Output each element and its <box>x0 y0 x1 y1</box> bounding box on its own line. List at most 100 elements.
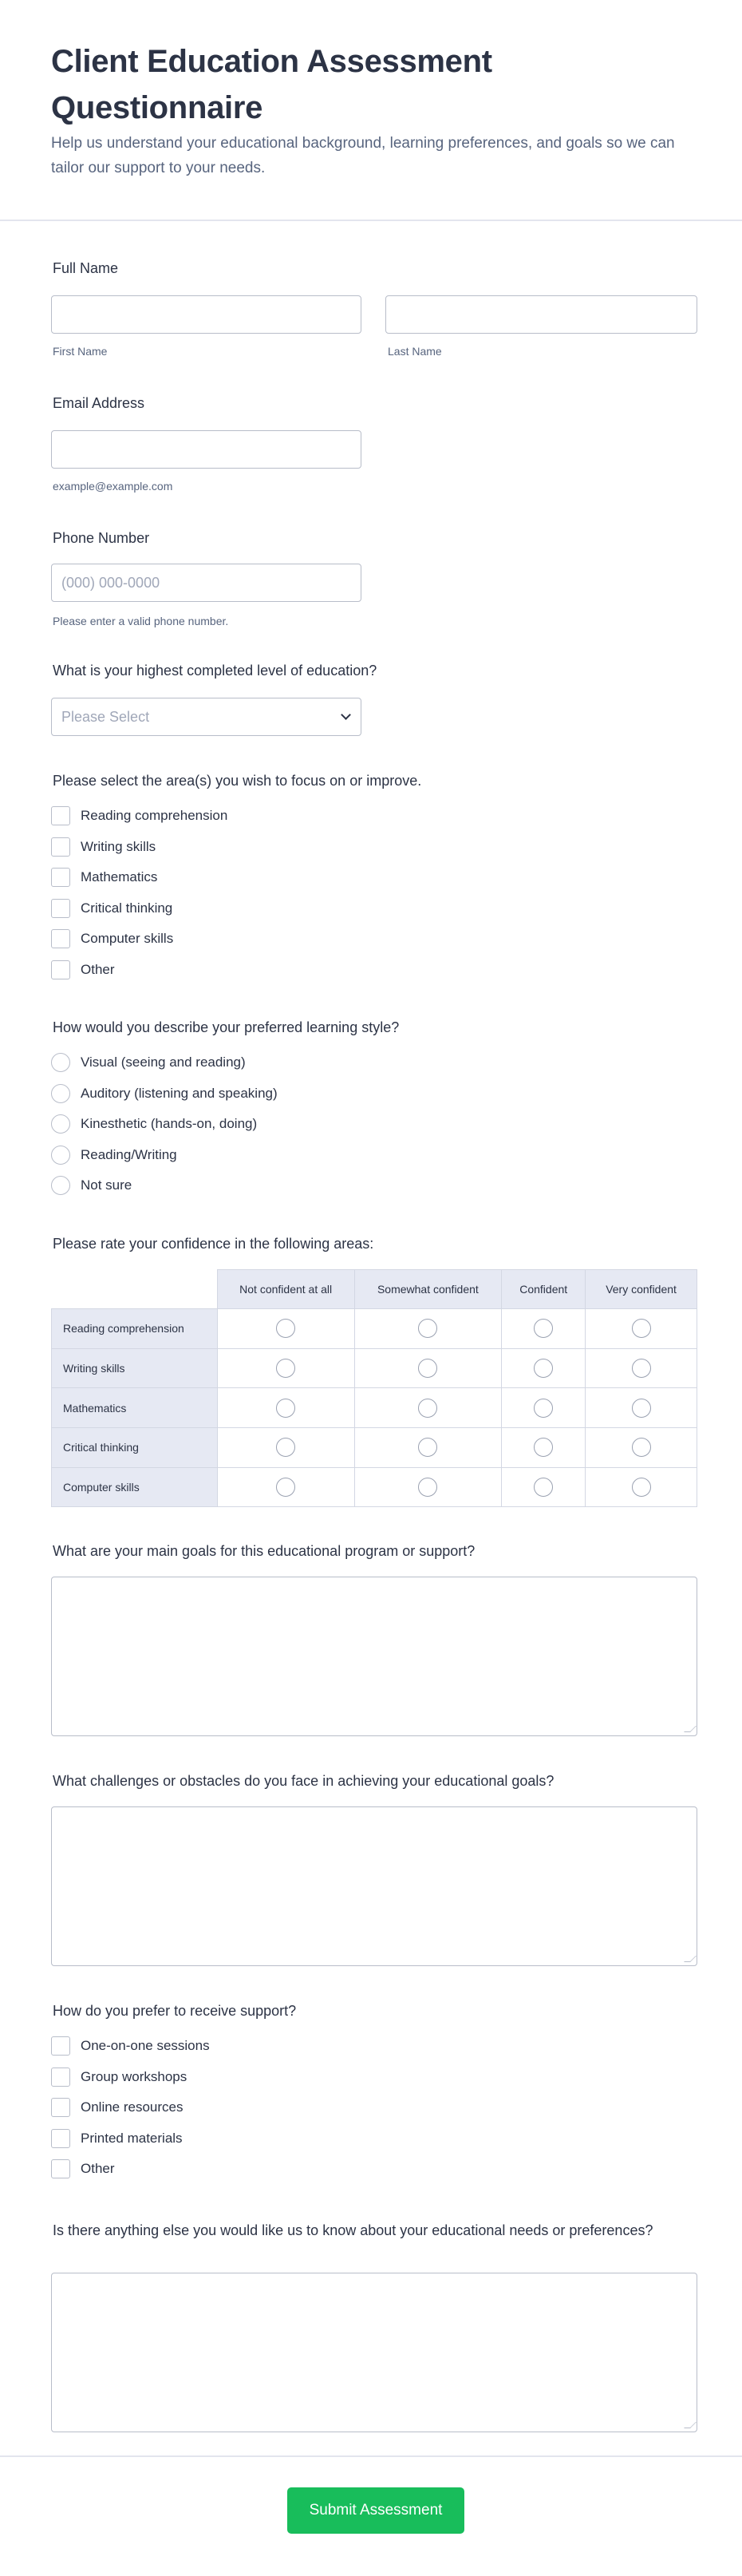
resize-grip-icon[interactable] <box>684 2422 697 2428</box>
resize-grip-icon[interactable] <box>684 1956 697 1962</box>
education-label: What is your highest completed level of … <box>53 663 377 679</box>
email-sublabel: example@example.com <box>53 480 173 493</box>
focus-option[interactable]: Reading comprehension <box>51 805 227 826</box>
checkbox[interactable] <box>51 898 70 918</box>
matrix-cell <box>216 1347 355 1389</box>
matrix-cell <box>216 1427 355 1468</box>
matrix-radio-button[interactable] <box>631 1438 651 1458</box>
support-option[interactable]: Printed materials <box>51 2128 183 2149</box>
phone-input[interactable]: (000) 000-0000 <box>51 564 361 602</box>
matrix-row-label: Reading comprehension <box>51 1308 218 1349</box>
focus-option[interactable]: Critical thinking <box>51 898 172 919</box>
email-input[interactable] <box>51 430 361 469</box>
matrix-radio-button[interactable] <box>418 1319 438 1339</box>
focus-label: Please select the area(s) you wish to fo… <box>53 773 422 789</box>
option-label: Not sure <box>81 1177 132 1193</box>
goals-textarea[interactable] <box>51 1577 697 1736</box>
option-label: Printed materials <box>81 2130 183 2146</box>
education-select[interactable]: Please Select <box>51 698 361 736</box>
matrix-cell <box>501 1308 586 1349</box>
matrix-cell <box>216 1308 355 1349</box>
matrix-radio-button[interactable] <box>418 1478 438 1498</box>
submit-button[interactable]: Submit Assessment <box>287 2487 464 2534</box>
checkbox[interactable] <box>51 2098 70 2117</box>
matrix-radio-button[interactable] <box>631 1359 651 1379</box>
radio-button[interactable] <box>51 1083 70 1103</box>
option-label: Reading comprehension <box>81 808 228 823</box>
matrix-row: Reading comprehension <box>51 1308 697 1349</box>
option-label: Group workshops <box>81 2068 187 2084</box>
learning-style-option[interactable]: Kinesthetic (hands-on, doing) <box>51 1114 257 1134</box>
phone-label: Phone Number <box>53 530 150 546</box>
learning-style-option[interactable]: Auditory (listening and speaking) <box>51 1083 278 1104</box>
matrix-radio-button[interactable] <box>276 1359 296 1379</box>
support-option[interactable]: Other <box>51 2159 115 2179</box>
option-label: Critical thinking <box>81 900 173 916</box>
matrix-radio-button[interactable] <box>418 1438 438 1458</box>
matrix-radio-button[interactable] <box>534 1398 554 1418</box>
matrix-radio-button[interactable] <box>276 1438 296 1458</box>
radio-button[interactable] <box>51 1053 70 1072</box>
last-name-input[interactable] <box>385 295 697 334</box>
resize-grip-icon[interactable] <box>684 1726 697 1732</box>
matrix-radio-button[interactable] <box>631 1478 651 1498</box>
matrix-radio-button[interactable] <box>534 1478 554 1498</box>
checkbox[interactable] <box>51 2159 70 2178</box>
checkbox[interactable] <box>51 837 70 857</box>
checkbox[interactable] <box>51 2128 70 2148</box>
matrix-radio-button[interactable] <box>276 1478 296 1498</box>
other-textarea[interactable] <box>51 2273 697 2432</box>
matrix-radio-button[interactable] <box>631 1398 651 1418</box>
matrix-corner <box>51 1269 218 1309</box>
matrix-radio-button[interactable] <box>276 1319 296 1339</box>
focus-option[interactable]: Writing skills <box>51 837 156 857</box>
focus-option[interactable]: Mathematics <box>51 867 157 888</box>
matrix-radio-button[interactable] <box>534 1438 554 1458</box>
chevron-down-icon <box>341 710 351 720</box>
learning-style-option[interactable]: Not sure <box>51 1175 132 1196</box>
challenges-label: What challenges or obstacles do you face… <box>53 1773 555 1789</box>
challenges-textarea[interactable] <box>51 1806 697 1966</box>
matrix-column-header: Somewhat confident <box>353 1269 503 1309</box>
other-label: Is there anything else you would like us… <box>53 2222 653 2238</box>
matrix-radio-button[interactable] <box>418 1359 438 1379</box>
support-option[interactable]: Group workshops <box>51 2067 187 2087</box>
education-selected: Please Select <box>61 709 150 725</box>
matrix-radio-button[interactable] <box>276 1398 296 1418</box>
option-label: Other <box>81 961 115 977</box>
support-label: How do you prefer to receive support? <box>53 2003 297 2019</box>
radio-button[interactable] <box>51 1114 70 1134</box>
first-name-input[interactable] <box>51 295 361 334</box>
confidence-matrix: Not confident at all Somewhat confident Co… <box>51 1269 697 1508</box>
learning-style-option[interactable]: Reading/Writing <box>51 1145 177 1165</box>
option-label: Other <box>81 2161 115 2176</box>
matrix-radio-button[interactable] <box>631 1319 651 1339</box>
full-name-label: Full Name <box>53 260 119 276</box>
matrix-radio-button[interactable] <box>534 1359 554 1379</box>
matrix-cell <box>585 1427 697 1468</box>
matrix-row-label: Mathematics <box>51 1387 218 1429</box>
checkbox[interactable] <box>51 2067 70 2087</box>
matrix-cell <box>585 1308 697 1349</box>
radio-button[interactable] <box>51 1145 70 1165</box>
support-option[interactable]: Online resources <box>51 2097 184 2118</box>
checkbox[interactable] <box>51 929 70 948</box>
matrix-radio-button[interactable] <box>418 1398 438 1418</box>
support-option[interactable]: One-on-one sessions <box>51 2036 210 2056</box>
checkbox[interactable] <box>51 2036 70 2056</box>
footer-divider <box>0 2455 742 2457</box>
focus-option[interactable]: Other <box>51 960 115 980</box>
radio-button[interactable] <box>51 1176 70 1195</box>
matrix-radio-button[interactable] <box>534 1319 554 1339</box>
checkbox[interactable] <box>51 806 70 825</box>
matrix-column-header: Not confident at all <box>216 1269 355 1309</box>
checkbox[interactable] <box>51 960 70 979</box>
matrix-row: Writing skills <box>51 1347 697 1389</box>
option-label: Writing skills <box>81 838 156 854</box>
option-label: One-on-one sessions <box>81 2038 210 2053</box>
option-label: Visual (seeing and reading) <box>81 1055 246 1070</box>
focus-option[interactable]: Computer skills <box>51 928 173 949</box>
checkbox[interactable] <box>51 868 70 887</box>
learning-style-option[interactable]: Visual (seeing and reading) <box>51 1052 246 1073</box>
matrix-column-header: Confident <box>501 1269 586 1309</box>
